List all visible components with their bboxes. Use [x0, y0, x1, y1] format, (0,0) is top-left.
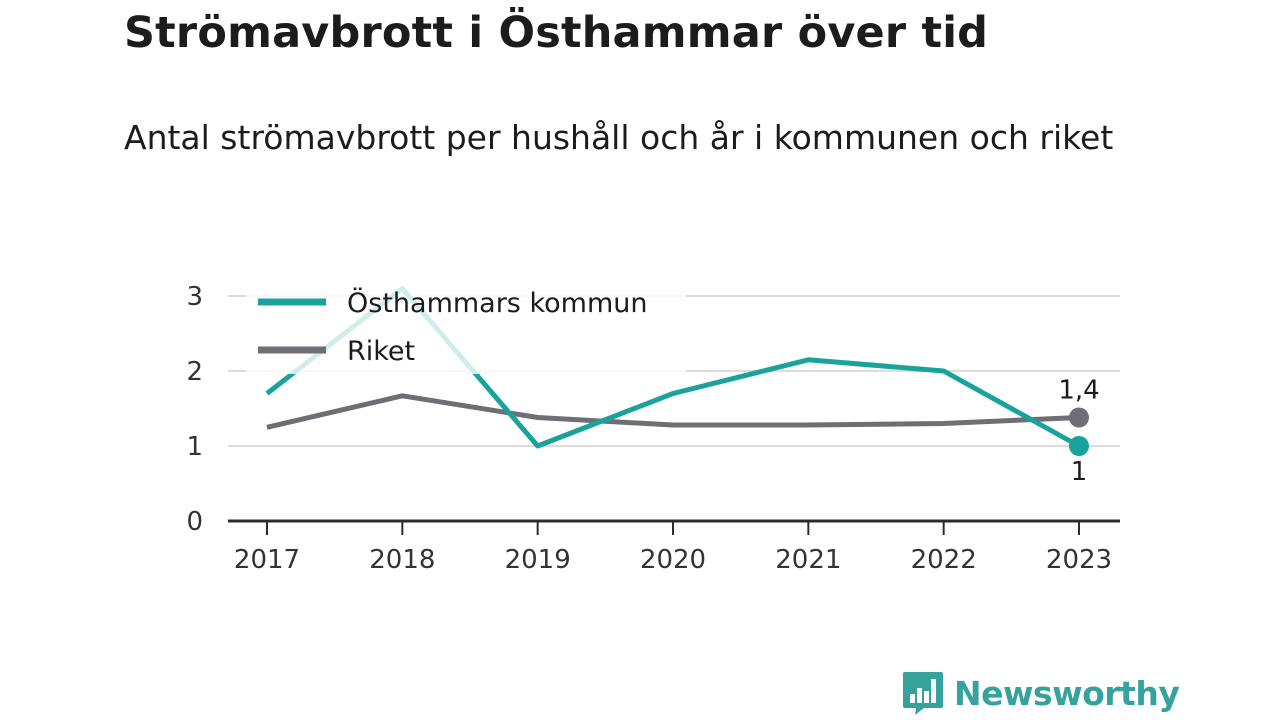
y-tick-label: 2 [186, 357, 203, 387]
x-tick-label: 2021 [775, 545, 841, 575]
x-axis: 2017 2018 2019 2020 2021 2022 2023 [228, 519, 1120, 575]
x-tick-label: 2019 [505, 545, 571, 575]
bar-chart-speech-bubble-icon [903, 672, 943, 715]
x-tick-label: 2017 [234, 545, 300, 575]
legend-label: Riket [347, 336, 415, 367]
newsworthy-logo: Newsworthy [902, 670, 1180, 716]
legend-label: Östhammars kommun [347, 287, 647, 319]
y-tick-label: 0 [186, 507, 203, 537]
x-tick-label: 2023 [1046, 545, 1112, 575]
end-markers: 11,4 [1058, 376, 1099, 488]
y-tick-label: 3 [186, 282, 203, 312]
legend: Östhammars kommun Riket [246, 284, 686, 374]
y-tick-label: 1 [186, 432, 203, 462]
end-value-label: 1,4 [1058, 376, 1099, 406]
x-tick-label: 2022 [911, 545, 977, 575]
y-axis-ticks: 0 1 2 3 [186, 282, 203, 537]
end-value-label: 1 [1071, 457, 1088, 487]
chart-title: Strömavbrott i Östhammar över tid [124, 8, 989, 58]
series-line-riket [266, 393, 1080, 430]
end-point-marker [1069, 407, 1089, 428]
x-tick-label: 2018 [369, 545, 435, 575]
brand-name: Newsworthy [954, 673, 1180, 713]
x-tick-label: 2020 [640, 545, 706, 575]
end-point-marker [1069, 436, 1089, 456]
chart-subtitle: Antal strömavbrott per hushåll och år i … [124, 118, 1114, 157]
